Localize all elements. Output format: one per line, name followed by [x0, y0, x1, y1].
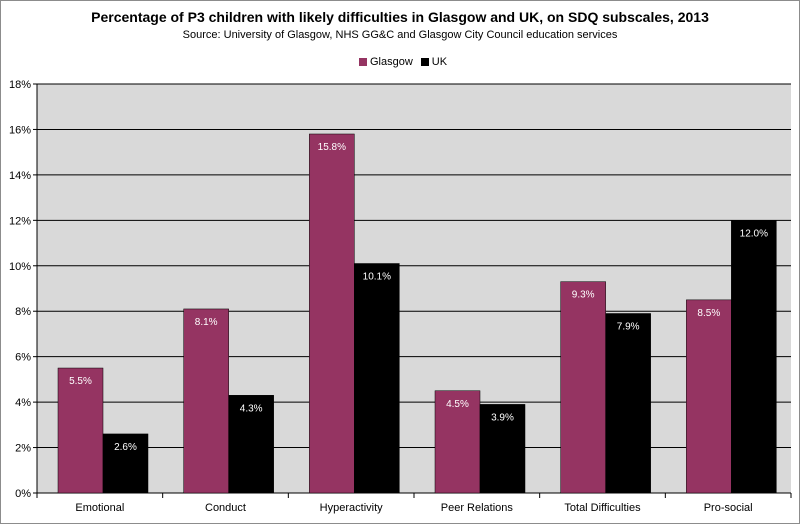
data-label-uk: 12.0%	[740, 228, 768, 239]
y-tick-label: 14%	[9, 170, 31, 182]
bar-uk-emotional	[102, 433, 149, 494]
x-tick-label: Emotional	[75, 502, 124, 514]
legend-item-glasgow: Glasgow	[359, 56, 413, 68]
bar-uk-hyperactivity	[354, 263, 400, 494]
bar-glasgow-pro-social	[686, 299, 732, 494]
y-tick-label: 6%	[15, 352, 31, 364]
legend: Glasgow UK	[359, 56, 455, 68]
x-tick-label: Conduct	[205, 502, 246, 514]
data-label-uk: 3.9%	[491, 412, 514, 423]
x-tick-label: Total Difficulties	[564, 502, 641, 514]
bar-uk-conduct	[228, 395, 274, 494]
legend-label-glasgow: Glasgow	[370, 56, 413, 68]
bar-uk-peer-relations	[479, 404, 526, 494]
data-label-glasgow: 8.1%	[195, 317, 218, 328]
data-label-uk: 2.6%	[114, 442, 137, 453]
legend-swatch-uk	[420, 58, 429, 66]
bar-glasgow-emotional	[57, 367, 104, 494]
x-tick-label: Peer Relations	[441, 502, 514, 514]
data-label-glasgow: 5.5%	[69, 376, 92, 387]
y-tick-label: 10%	[9, 261, 31, 273]
y-tick-label: 16%	[9, 124, 31, 136]
chart-title: Percentage of P3 children with likely di…	[91, 9, 709, 25]
chart-subtitle: Source: University of Glasgow, NHS GG&C …	[182, 29, 618, 41]
legend-item-uk: UK	[420, 56, 448, 68]
data-label-uk: 7.9%	[617, 321, 640, 332]
bar-glasgow-peer-relations	[434, 390, 481, 494]
y-tick-label: 12%	[9, 215, 31, 227]
legend-swatch-glasgow	[359, 58, 367, 66]
y-tick-label: 4%	[15, 397, 31, 409]
data-label-glasgow: 15.8%	[318, 142, 346, 153]
bar-uk-pro-social	[731, 220, 777, 494]
bar-glasgow-conduct	[183, 308, 229, 494]
data-label-glasgow: 8.5%	[697, 308, 720, 319]
data-label-glasgow: 9.3%	[572, 290, 595, 301]
y-tick-label: 8%	[15, 306, 31, 318]
plot-background	[37, 84, 791, 493]
bar-glasgow-hyperactivity	[309, 133, 355, 494]
bar-uk-total-difficulties	[605, 313, 651, 494]
y-tick-label: 2%	[15, 443, 31, 455]
y-tick-label: 0%	[15, 488, 31, 500]
data-label-uk: 4.3%	[240, 403, 263, 414]
data-label-glasgow: 4.5%	[446, 399, 469, 410]
x-tick-label: Pro-social	[704, 502, 753, 514]
bar-glasgow-total-difficulties	[560, 281, 606, 494]
data-label-uk: 10.1%	[363, 272, 391, 283]
legend-label-uk: UK	[431, 56, 448, 68]
x-tick-label: Hyperactivity	[320, 502, 383, 514]
y-tick-label: 18%	[9, 79, 31, 91]
